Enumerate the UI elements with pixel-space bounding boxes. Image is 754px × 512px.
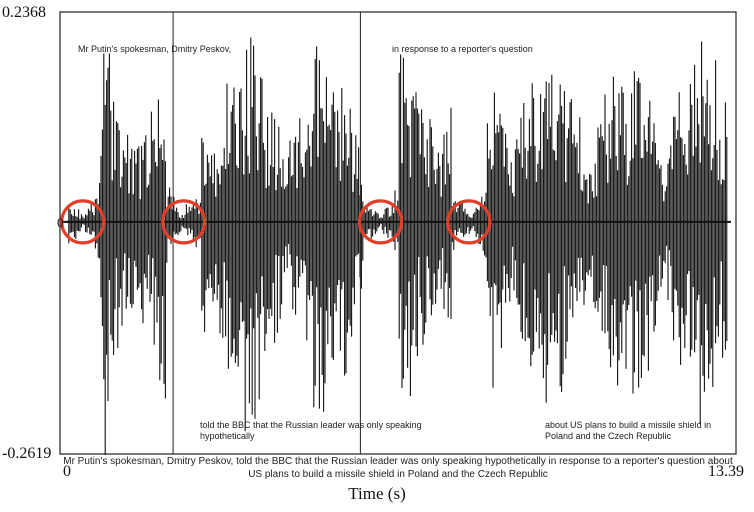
pause-circle-2	[357, 199, 404, 245]
x-tick-end: 13.39	[708, 463, 744, 480]
caption: Mr Putin's spokesman, Dmitry Peskov, tol…	[63, 456, 733, 480]
annotation-bottom-left: told the BBC that the Russian leader was…	[200, 420, 422, 442]
annotation-bottom-right-line2: Poland and the Czech Republic	[545, 431, 672, 441]
x-axis-title: Time (s)	[348, 484, 406, 503]
y-tick-zero: 0	[57, 215, 64, 230]
pause-highlights	[60, 199, 492, 245]
waveform-path	[65, 37, 728, 455]
y-tick-max: 0.2368	[2, 4, 46, 21]
annotation-bottom-right-line1: about US plans to build a missile shield…	[545, 420, 712, 430]
annotation-bottom-right: about US plans to build a missile shield…	[545, 420, 711, 442]
pause-circle-0	[60, 199, 106, 245]
annotation-top-right: in response to a reporter's question	[392, 44, 533, 54]
annotation-bottom-left-line1: told the BBC that the Russian leader was…	[200, 420, 422, 430]
y-tick-min: -0.2619	[2, 445, 52, 462]
annotation-top-left: Mr Putin's spokesman, Dmitry Peskov,	[78, 44, 232, 54]
plot-frame	[59, 11, 737, 455]
waveform-trace	[60, 37, 731, 455]
x-tick-start: 0	[63, 463, 71, 480]
annotation-bottom-left-line2: hypothetically	[200, 431, 255, 441]
segment-boundaries	[172, 12, 361, 454]
pause-circle-3	[446, 199, 492, 245]
pause-circle-1	[161, 199, 207, 245]
